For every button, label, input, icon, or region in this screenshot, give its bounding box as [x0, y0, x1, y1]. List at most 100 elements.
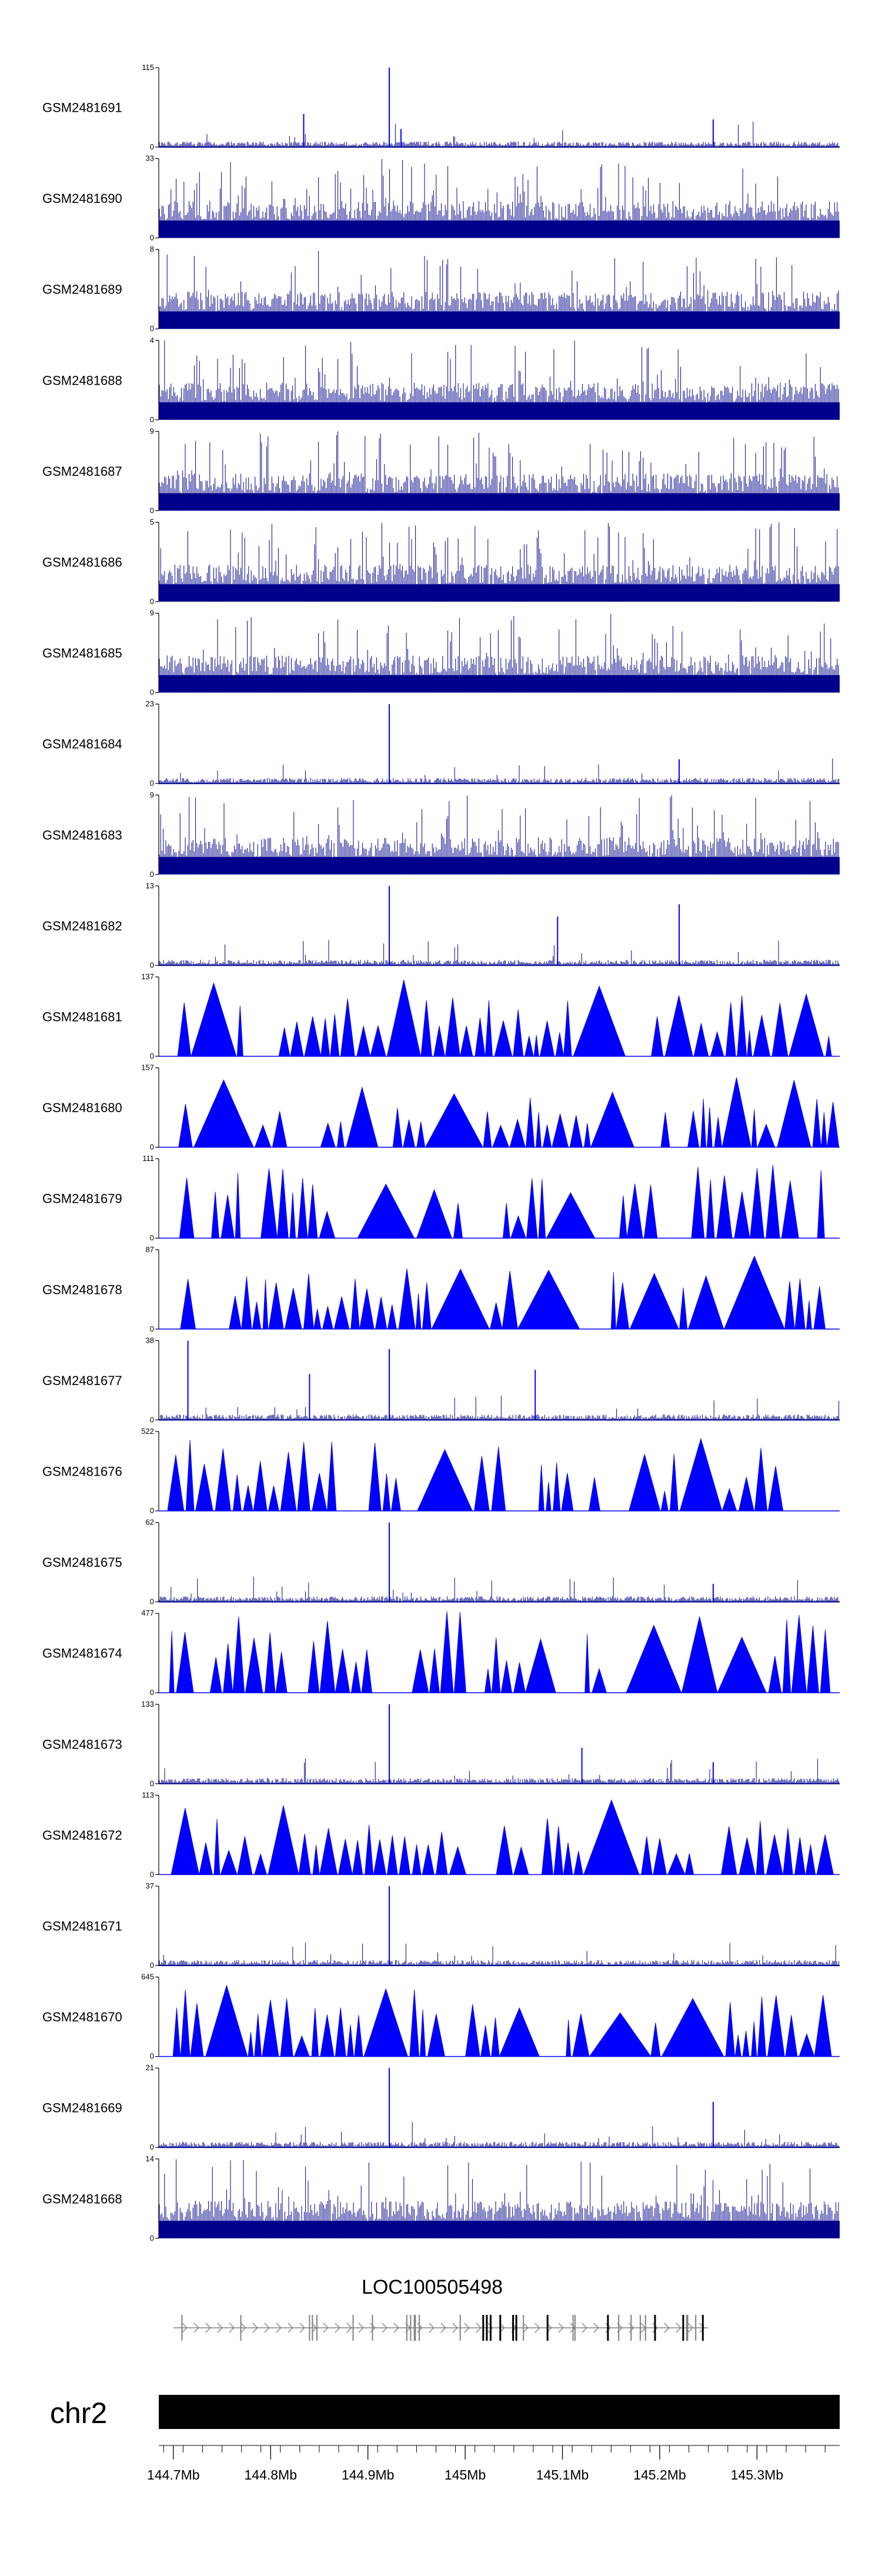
signal-triangles	[172, 1984, 832, 2057]
exon	[413, 2315, 415, 2341]
y-min-label: 0	[150, 1779, 154, 1788]
exon	[459, 2315, 461, 2341]
strand-arrows	[182, 2323, 705, 2333]
track-label: GSM2481683	[42, 827, 122, 842]
signal-triangles	[179, 1164, 825, 1239]
track-label: GSM2481681	[42, 1010, 122, 1025]
y-min-label: 0	[150, 1506, 154, 1515]
track-label: GSM2481682	[42, 919, 122, 933]
exon	[240, 2315, 242, 2341]
track-label: GSM2481690	[42, 191, 122, 206]
signal-noise	[159, 1943, 840, 1966]
y-min-label: 0	[150, 1961, 154, 1970]
track-GSM2481683: GSM2481683 9 0	[42, 790, 840, 879]
signal-triangles	[167, 1437, 784, 1511]
track-GSM2481669: GSM2481669 21 0	[42, 2063, 840, 2151]
y-max-label: 38	[146, 1336, 154, 1344]
track-GSM2481691: GSM2481691 115 0	[42, 63, 840, 151]
signal-bars	[159, 613, 839, 693]
y-max-label: 137	[141, 972, 154, 981]
gene-track: LOC100505498	[173, 2276, 709, 2341]
track-label: GSM2481675	[42, 1555, 122, 1570]
exon	[695, 2315, 697, 2341]
track-label: GSM2481676	[42, 1464, 122, 1479]
y-min-label: 0	[150, 1415, 154, 1424]
track-GSM2481682: GSM2481682 13 0	[42, 881, 840, 969]
exon	[419, 2315, 420, 2341]
exon	[618, 2315, 620, 2341]
y-max-label: 33	[146, 154, 154, 163]
y-min-label: 0	[150, 1597, 154, 1606]
track-GSM2481679: GSM2481679 111 0	[42, 1154, 840, 1242]
y-max-label: 9	[150, 790, 154, 799]
y-max-label: 4	[150, 336, 154, 345]
y-max-label: 113	[142, 1790, 154, 1799]
signal-triangles	[171, 1799, 834, 1875]
x-tick-label: 145.3Mb	[731, 2467, 784, 2482]
exon	[499, 2315, 502, 2341]
track-label: GSM2481678	[42, 1282, 122, 1297]
exon	[309, 2315, 310, 2341]
y-min-label: 0	[150, 1233, 154, 1242]
exon	[686, 2315, 687, 2341]
track-label: GSM2481687	[42, 464, 122, 479]
chromosome-ideogram: chr2	[50, 2395, 840, 2430]
track-label: GSM2481668	[42, 2191, 122, 2206]
y-min-label: 0	[150, 233, 154, 242]
y-max-label: 5	[150, 518, 154, 526]
signal-noise	[159, 1758, 840, 1784]
track-GSM2481687: GSM2481687 9 0	[42, 426, 840, 515]
track-label: GSM2481670	[42, 2010, 122, 2024]
track-label: GSM2481674	[42, 1646, 122, 1661]
exon	[352, 2315, 354, 2341]
track-GSM2481690: GSM2481690 33 0	[42, 154, 840, 242]
y-max-label: 13	[146, 881, 154, 890]
exon	[687, 2315, 689, 2341]
y-min-label: 0	[150, 415, 154, 424]
track-label: GSM2481689	[42, 282, 122, 297]
track-GSM2481685: GSM2481685 9 0	[42, 609, 840, 697]
y-max-label: 9	[150, 426, 154, 435]
signal-bars	[159, 522, 839, 602]
track-GSM2481689: GSM2481689 8 0	[42, 245, 840, 333]
exon	[639, 2315, 641, 2341]
y-min-label: 0	[150, 1688, 154, 1697]
x-tick-label: 145Mb	[445, 2467, 486, 2482]
track-GSM2481684: GSM2481684 23 0	[42, 699, 840, 788]
y-max-label: 9	[150, 609, 154, 618]
exon	[512, 2315, 514, 2341]
signal-noise	[159, 1576, 840, 1602]
signal-bars	[159, 431, 839, 511]
y-min-label: 0	[150, 2234, 154, 2243]
track-label: GSM2481679	[42, 1192, 122, 1206]
track-label: GSM2481684	[42, 737, 122, 752]
signal-bars	[159, 251, 839, 329]
exon	[486, 2315, 488, 2341]
signal-noise	[159, 1396, 840, 1420]
y-max-label: 21	[146, 2063, 154, 2072]
chromosome-label: chr2	[50, 2397, 107, 2430]
y-max-label: 157	[141, 1063, 154, 1072]
exon	[415, 2315, 416, 2341]
signal-triangles	[177, 980, 832, 1057]
exon	[701, 2315, 704, 2341]
signal-noise	[159, 2122, 840, 2148]
track-label: GSM2481671	[42, 1919, 122, 1934]
signal-noise	[159, 940, 840, 966]
track-label: GSM2481669	[42, 2101, 122, 2115]
track-GSM2481674: GSM2481674 477 0	[42, 1609, 840, 1697]
track-label: GSM2481673	[42, 1737, 122, 1751]
track-GSM2481680: GSM2481680 157 0	[42, 1063, 840, 1152]
y-min-label: 0	[150, 597, 154, 606]
gene-name: LOC100505498	[362, 2276, 503, 2298]
y-min-label: 0	[150, 688, 154, 697]
track-label: GSM2481691	[42, 101, 122, 115]
signal-triangles	[178, 1077, 840, 1147]
y-max-label: 37	[146, 1881, 154, 1890]
y-max-label: 477	[141, 1609, 154, 1617]
x-tick-label: 145.2Mb	[633, 2467, 686, 2482]
track-GSM2481688: GSM2481688 4 0	[42, 336, 840, 424]
data-tracks: GSM24816911150GSM2481690330GSM248168980G…	[42, 63, 840, 2243]
track-GSM2481676: GSM2481676 522 0	[42, 1427, 840, 1515]
